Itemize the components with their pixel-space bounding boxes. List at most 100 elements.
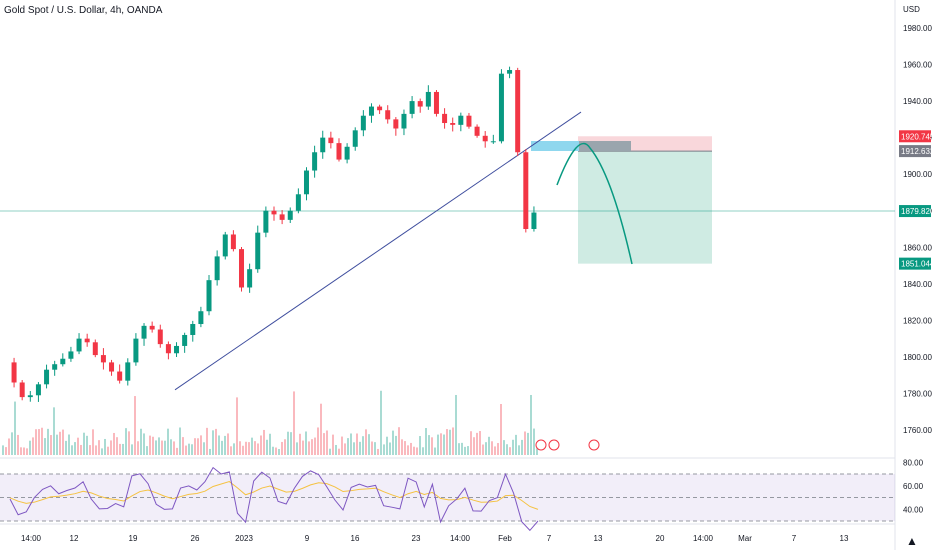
volume-bar <box>137 441 139 455</box>
volume-bar <box>200 435 202 455</box>
candle <box>312 152 318 171</box>
volume-bar <box>467 446 469 455</box>
candle <box>68 351 74 359</box>
volume-bar <box>326 430 328 455</box>
volume-bar <box>488 436 490 455</box>
volume-bar <box>77 437 79 455</box>
volume-bar <box>281 441 283 455</box>
volume-bar <box>392 430 394 455</box>
candle <box>295 194 301 211</box>
candle <box>490 141 496 143</box>
candle <box>141 325 147 339</box>
volume-bar <box>164 440 166 455</box>
tradingview-logo: ▲ <box>906 534 918 548</box>
candle <box>44 369 50 385</box>
volume-bar <box>38 429 40 455</box>
volume-bar <box>143 433 145 455</box>
volume-bar <box>491 441 493 455</box>
candle <box>377 106 383 111</box>
volume-bar <box>344 443 346 455</box>
price-axis-tick: 1760.000 <box>903 426 932 435</box>
candle <box>27 395 33 398</box>
volume-bar <box>527 432 529 455</box>
volume-bar <box>266 439 268 455</box>
volume-bar <box>395 435 397 455</box>
candle <box>222 234 228 257</box>
volume-bar <box>470 431 472 455</box>
volume-bar <box>50 435 52 455</box>
volume-bar <box>155 440 157 455</box>
volume-bar <box>212 430 214 455</box>
volume-bar <box>371 441 373 455</box>
volume-bar <box>239 441 241 455</box>
candle <box>19 382 25 398</box>
rsi-moving-average <box>9 481 539 510</box>
volume-bar <box>407 445 409 455</box>
volume-bar <box>215 428 217 455</box>
volume-bar <box>359 441 361 455</box>
volume-bar <box>125 428 127 455</box>
volume-bar <box>443 434 445 455</box>
volume-bar <box>20 447 22 455</box>
volume-bar <box>209 448 211 455</box>
price-axis-tick: 1860.000 <box>903 243 932 252</box>
volume-bar <box>59 431 61 455</box>
volume-bar <box>449 429 451 455</box>
volume-bar <box>26 448 28 455</box>
volume-bar <box>494 446 496 455</box>
time-axis-tick: 7 <box>547 534 552 543</box>
candle <box>165 344 171 354</box>
volume-bar <box>236 397 238 455</box>
volume-bar <box>533 428 535 455</box>
volume-bar <box>350 433 352 455</box>
rsi-axis-tick: 80.00 <box>903 458 924 467</box>
time-axis-tick: 19 <box>129 534 138 543</box>
volume-bar <box>230 446 232 455</box>
candle <box>450 123 456 125</box>
volume-bar <box>149 435 151 455</box>
price-tag <box>899 145 931 158</box>
candle <box>458 115 464 125</box>
volume-bar <box>95 445 97 455</box>
volume-bar <box>116 437 118 455</box>
volume-bar <box>167 428 169 455</box>
volume-bar <box>32 437 34 455</box>
volume-bar <box>101 448 103 455</box>
volume-bar <box>398 427 400 455</box>
price-axis-tick: 1840.000 <box>903 280 932 289</box>
volume-bar <box>197 438 199 455</box>
volume-bar <box>152 436 154 455</box>
candle <box>214 256 220 281</box>
candle <box>344 146 350 160</box>
volume-bar <box>521 439 523 455</box>
volume-bar <box>131 444 133 455</box>
price-axis-tick: 1980.000 <box>903 24 932 33</box>
us-flag-icon <box>548 439 560 451</box>
price-tag-label: 1912.632 <box>901 147 932 156</box>
candle <box>498 73 504 142</box>
time-axis-tick: 26 <box>191 534 200 543</box>
volume-bar <box>437 434 439 455</box>
volume-bar <box>188 443 190 455</box>
volume-bar <box>203 442 205 455</box>
volume-bar <box>83 432 85 455</box>
volume-bar <box>218 435 220 455</box>
price-axis-tick: 1780.000 <box>903 389 932 398</box>
candle <box>393 119 399 129</box>
volume-bar <box>185 445 187 455</box>
volume-bar <box>221 440 223 455</box>
volume-bar <box>338 448 340 455</box>
volume-bar <box>452 427 454 455</box>
price-tag <box>899 130 931 143</box>
volume-bar <box>269 433 271 455</box>
candle <box>263 210 269 233</box>
volume-bar <box>278 448 280 455</box>
volume-bar <box>158 437 160 455</box>
entry-box-blue <box>531 141 579 151</box>
price-axis-tick: 1940.000 <box>903 97 932 106</box>
volume-bar <box>524 431 526 455</box>
volume-bar <box>245 441 247 455</box>
volume-bar <box>497 443 499 455</box>
candle <box>482 135 488 142</box>
